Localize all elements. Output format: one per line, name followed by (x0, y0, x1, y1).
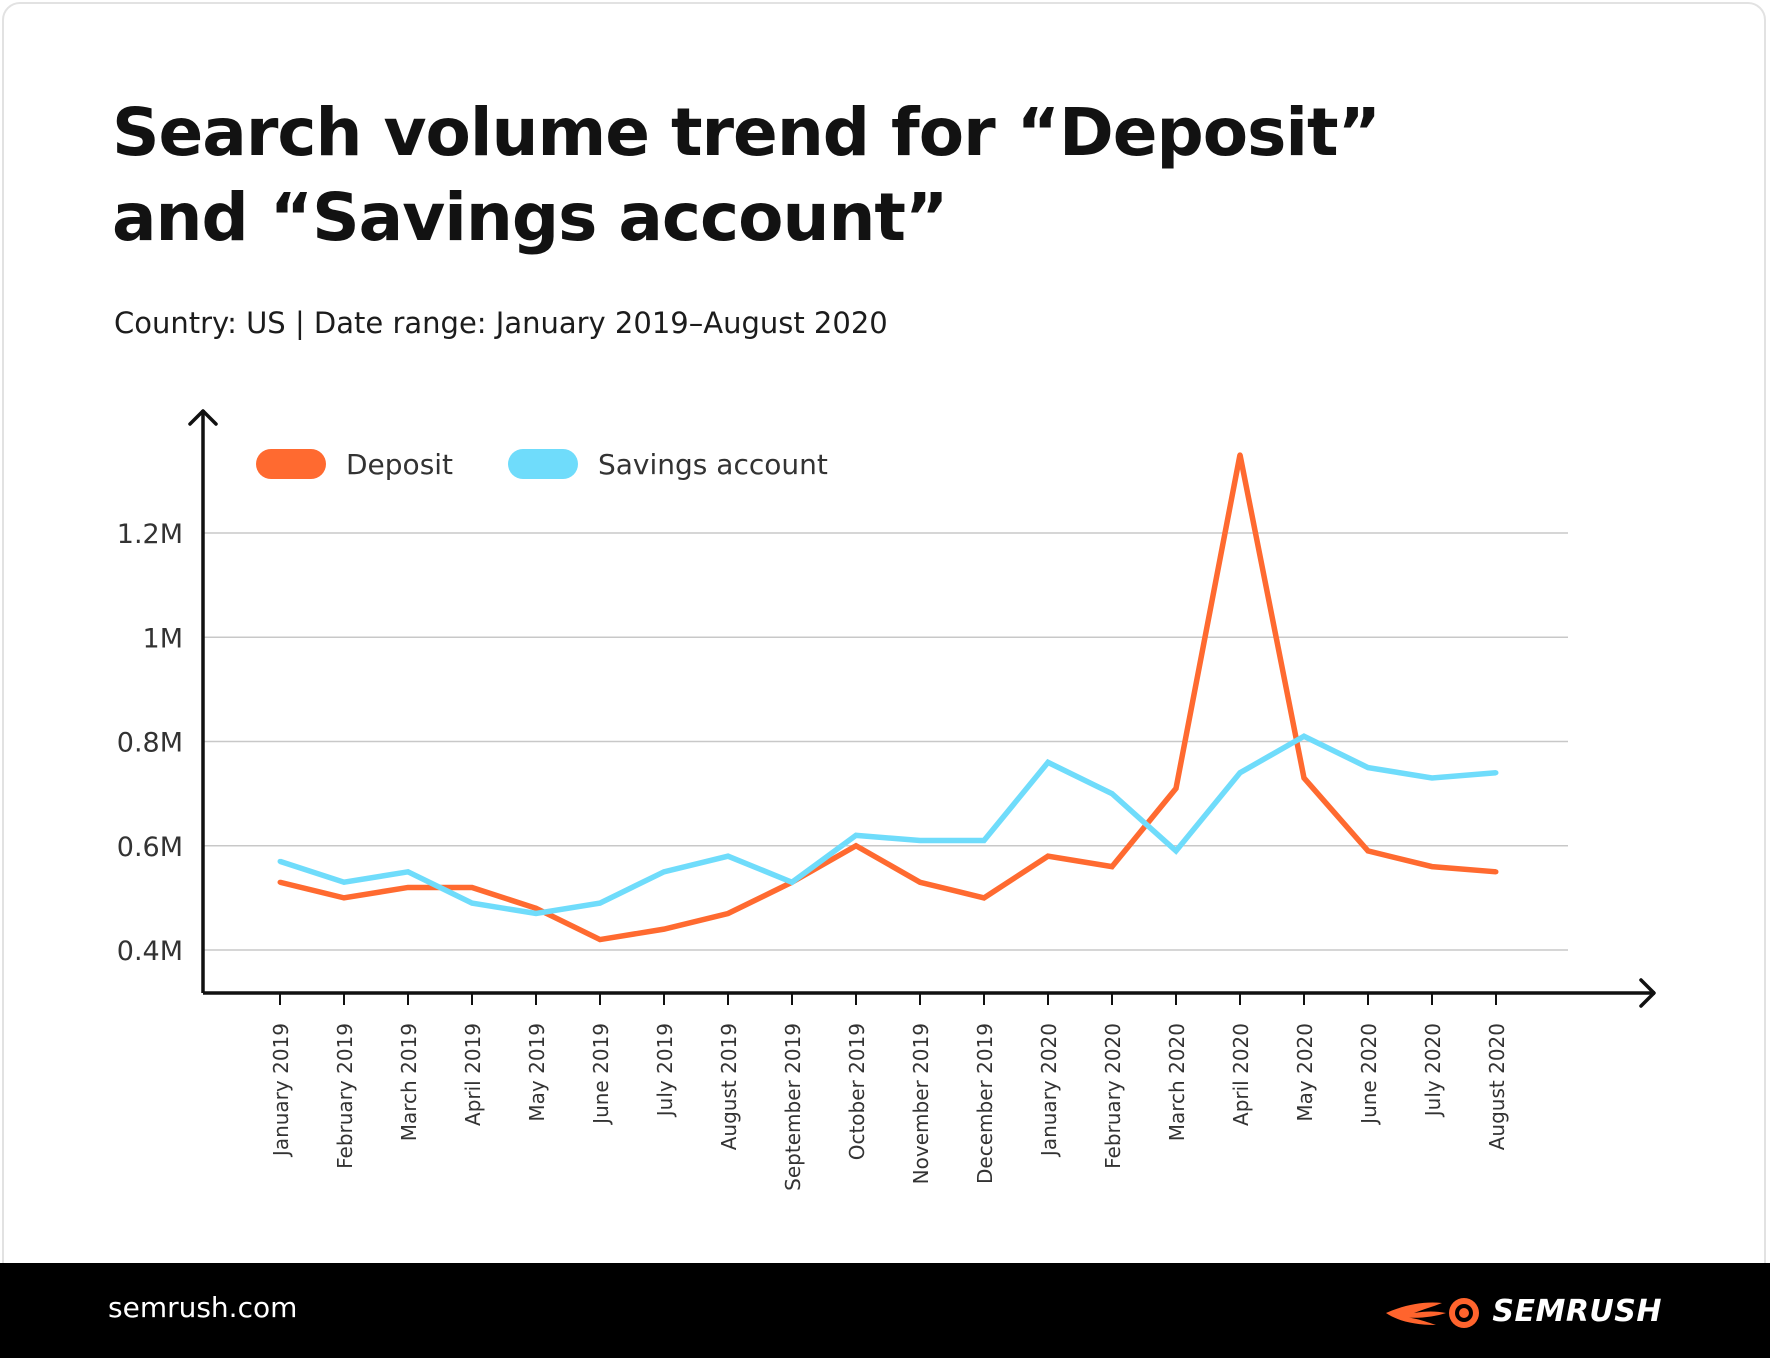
x-tick-label: June 2020 (1357, 1023, 1381, 1126)
semrush-flame-icon (1386, 1298, 1480, 1328)
x-tick-label: February 2019 (333, 1023, 357, 1169)
y-axis-arrow (188, 409, 218, 426)
data-point (533, 911, 539, 917)
x-tick-label: July 2019 (653, 1023, 677, 1118)
data-point (1493, 770, 1499, 776)
x-tick-label: October 2019 (845, 1023, 869, 1160)
y-tick-label: 0.8M (117, 728, 183, 759)
data-point (661, 926, 667, 932)
data-point (853, 843, 859, 849)
data-point (1365, 765, 1371, 771)
legend-swatch (256, 449, 326, 479)
x-tick-label: June 2019 (589, 1023, 613, 1126)
data-point (1365, 848, 1371, 854)
data-point (405, 884, 411, 890)
x-axis-arrow (1639, 978, 1656, 1008)
data-point (1237, 452, 1243, 458)
x-tick-label: January 2019 (269, 1023, 293, 1158)
data-point (1429, 775, 1435, 781)
data-point (1109, 791, 1115, 797)
footer-site-link[interactable]: semrush.com (108, 1291, 298, 1324)
x-tick-label: May 2019 (525, 1023, 549, 1122)
data-point (1237, 770, 1243, 776)
x-tick-label: August 2019 (717, 1023, 741, 1150)
data-point (469, 900, 475, 906)
x-tick-label: April 2019 (461, 1023, 485, 1126)
data-point (597, 937, 603, 943)
data-point (661, 869, 667, 875)
data-point (725, 853, 731, 859)
semrush-logo: SEMRUSH (1384, 1289, 1662, 1333)
chart-subtitle: Country: US | Date range: January 2019–A… (114, 306, 888, 340)
data-point (533, 905, 539, 911)
data-point (597, 900, 603, 906)
x-tick-label: January 2020 (1037, 1023, 1061, 1158)
y-tick-label: 1M (143, 623, 183, 654)
x-tick-label: February 2020 (1101, 1023, 1125, 1169)
data-point (1429, 864, 1435, 870)
data-point (1301, 775, 1307, 781)
data-point (1301, 733, 1307, 739)
legend-label: Savings account (598, 448, 828, 481)
data-point (789, 879, 795, 885)
data-point (1173, 848, 1179, 854)
y-tick-label: 0.4M (117, 936, 183, 967)
data-point (1493, 869, 1499, 875)
x-tick-label: July 2020 (1421, 1023, 1445, 1118)
x-tick-label: September 2019 (781, 1023, 805, 1191)
data-point (917, 838, 923, 844)
x-tick-label: April 2020 (1229, 1023, 1253, 1126)
data-point (917, 879, 923, 885)
data-point (405, 869, 411, 875)
x-tick-label: November 2019 (909, 1023, 933, 1184)
legend-swatch (508, 449, 578, 479)
x-tick-label: March 2020 (1165, 1023, 1189, 1141)
x-tick-label: March 2019 (397, 1023, 421, 1141)
data-point (469, 884, 475, 890)
data-point (1045, 853, 1051, 859)
x-tick-label: May 2020 (1293, 1023, 1317, 1122)
y-tick-label: 0.6M (117, 832, 183, 863)
data-point (341, 879, 347, 885)
y-tick-label: 1.2M (117, 519, 183, 550)
chart-title: Search volume trend for “Deposit” and “S… (112, 94, 1381, 256)
data-point (725, 911, 731, 917)
data-point (277, 858, 283, 864)
legend-label: Deposit (346, 448, 453, 481)
series-line-savings-account (279, 733, 1497, 917)
data-point (1173, 785, 1179, 791)
data-point (981, 895, 987, 901)
data-point (981, 838, 987, 844)
data-point (277, 879, 283, 885)
semrush-wordmark: SEMRUSH (1492, 1293, 1662, 1329)
data-point (341, 895, 347, 901)
footer-bar: semrush.com SEMRUSH (0, 1263, 1770, 1358)
data-point (1045, 759, 1051, 765)
data-point (1109, 864, 1115, 870)
x-tick-label: December 2019 (973, 1023, 997, 1184)
x-tick-label: August 2020 (1485, 1023, 1509, 1150)
data-point (853, 832, 859, 838)
series-line-deposit (279, 454, 1497, 943)
